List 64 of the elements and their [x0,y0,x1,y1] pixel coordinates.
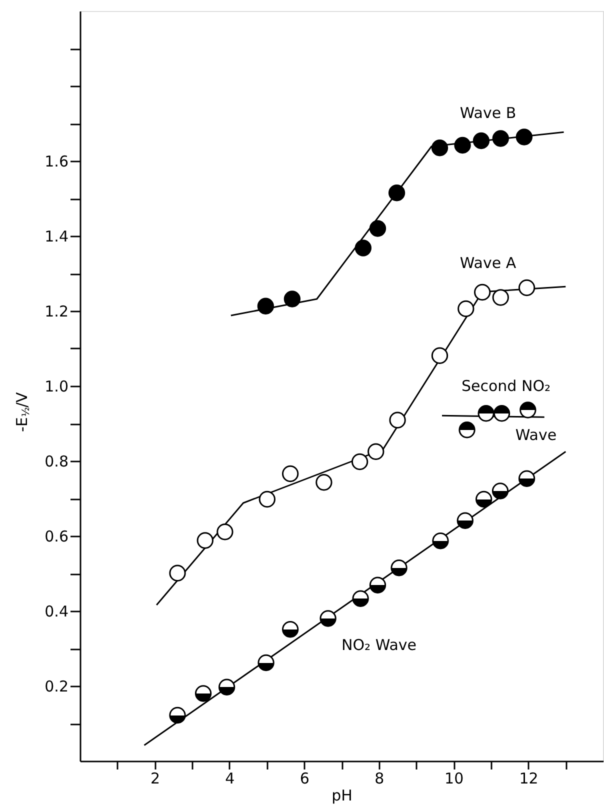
point [478,405,494,422]
x-tick-label: 2 [150,770,160,788]
point [389,412,406,428]
point [476,490,492,508]
point [456,512,474,529]
annotation: Wave B [460,104,516,122]
annotation: NO₂ Wave [342,636,416,654]
x-tick-label: 10 [444,770,464,788]
y-tick-label: 1.0 [44,378,68,396]
point [518,470,536,487]
point [194,685,212,702]
point [369,576,386,594]
point [352,590,369,607]
point [458,300,474,318]
point [169,706,186,724]
point [431,347,448,364]
point [492,482,509,500]
point [316,474,332,491]
point [216,524,234,540]
point [169,564,186,582]
point [369,220,386,237]
point [516,128,533,146]
point [520,402,536,418]
y-tick-label: 0.2 [44,678,68,696]
point [388,184,406,202]
point [472,132,490,150]
point [258,654,274,672]
y-tick-label: 0.4 [44,602,68,620]
y-tick-label: 0.8 [44,452,68,470]
point [492,130,509,147]
point [474,284,491,301]
point [218,678,236,696]
x-tick-label: 12 [519,770,538,788]
line-series [230,131,565,316]
x-tick-label: 4 [225,770,235,788]
annotation: Wave A [460,254,517,272]
annotation: Second NO₂ [461,377,551,395]
point [390,560,408,576]
point [284,290,301,308]
point [257,298,274,314]
point [458,422,476,438]
point [431,140,448,156]
annotation: Wave [515,426,557,444]
point [258,490,276,508]
point [518,279,536,296]
point [354,240,372,256]
x-tick-label: 6 [300,770,310,788]
point [432,532,449,550]
point [368,443,384,460]
x-tick-label: 8 [374,770,384,788]
y-tick-label: 1.4 [44,228,68,246]
point [492,289,509,306]
point [282,621,299,638]
point [493,405,510,422]
y-tick-label: 1.2 [44,302,68,320]
y-tick-label: 1.6 [44,152,68,170]
point [196,532,214,549]
y-tick-label: 0.6 [44,528,68,546]
point [282,465,299,482]
x-axis-title: pH [332,786,352,804]
point [351,453,368,470]
point [454,136,471,154]
y-axis-title: -E½/V [13,391,32,432]
point [320,610,336,627]
